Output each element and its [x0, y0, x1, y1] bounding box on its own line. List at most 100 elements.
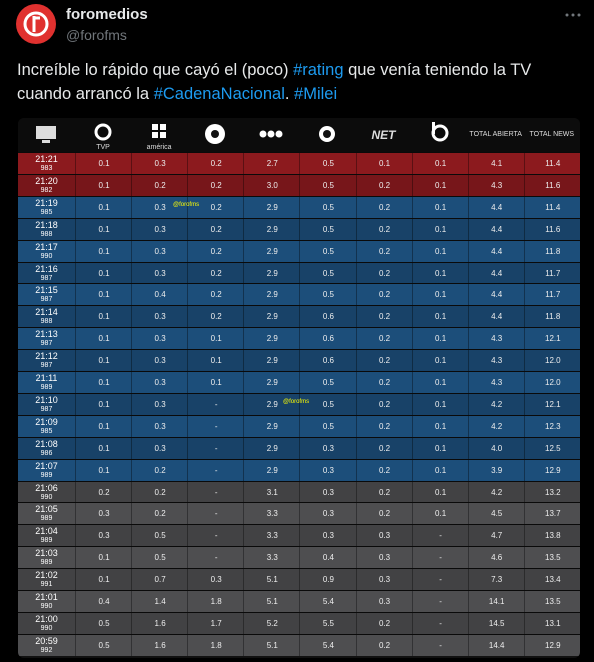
rating-cell: 0.1	[411, 306, 469, 328]
rating-cell: 0.2	[355, 503, 413, 525]
text-span: que venía teniendo la TV cuando arrancó …	[17, 61, 532, 103]
rating-cell: -	[411, 547, 469, 569]
viewers: 983	[40, 165, 53, 172]
table-row: 21:18 988 0.1 0.3 0.2 2.9 0.5 0.2 0.1 4.4 11.6	[18, 217, 580, 240]
rating-cell: 12.9	[523, 459, 580, 481]
rating-cell: 0.1	[75, 284, 132, 306]
time: 21:13	[35, 329, 58, 340]
hashtag[interactable]: #Milei	[294, 85, 338, 103]
rating-cell: 4.3	[467, 372, 525, 393]
rating-cell: -	[187, 393, 244, 415]
rating-cell: 0.1	[411, 174, 469, 196]
time: 21:07	[35, 460, 58, 471]
rating-cell: 0.5	[299, 372, 356, 393]
rating-cell: 4.3	[467, 174, 525, 196]
viewers: 989	[40, 515, 53, 523]
time-cell: 21:15 987	[18, 285, 75, 305]
rating-cell: 0.1	[75, 350, 132, 372]
time: 21:06	[35, 482, 58, 493]
rating-cell: 4.0	[467, 437, 525, 459]
rating-cell: 0.5	[299, 196, 356, 218]
avatar-logo	[23, 11, 49, 37]
time: 21:02	[35, 570, 58, 581]
rating-cell: 5.5	[299, 612, 356, 634]
rating-cell: 0.2	[355, 262, 413, 284]
rating-cell: 1.7	[187, 612, 244, 634]
rating-cell: 0.3	[131, 350, 188, 372]
hashtag[interactable]: #CadenaNacional	[153, 85, 285, 103]
rating-cell: 0.1	[411, 437, 469, 459]
time: 21:15	[35, 285, 58, 296]
viewers: 982	[40, 186, 53, 194]
rating-cell: 12.0	[523, 372, 580, 393]
time: 21:20	[35, 175, 58, 186]
time-cell: 21:01 990	[18, 592, 75, 612]
rating-cell: 0.3	[355, 591, 413, 612]
rating-cell: 0.1	[411, 459, 469, 481]
rating-cell: 13.5	[523, 547, 580, 569]
rating-cell: 13.5	[523, 591, 580, 612]
rating-cell: 0.3	[299, 503, 356, 525]
rating-cell: -	[411, 612, 469, 634]
rating-cell: 12.0	[523, 350, 580, 372]
rating-cell: 0.3	[299, 437, 356, 459]
rating-cell: 0.2	[355, 174, 413, 196]
rating-cell: 4.4	[467, 284, 525, 306]
rating-cell: 0.3	[131, 262, 188, 284]
rating-cell: 0.2	[355, 415, 413, 437]
rating-cell: 2.9	[243, 437, 300, 459]
table-row: 21:16 987 0.1 0.3 0.2 2.9 0.5 0.2 0.1 4.4 11.7	[18, 261, 580, 284]
rating-cell: 4.4	[467, 306, 525, 328]
viewers: 989	[40, 537, 53, 545]
time-cell: 21:13 987	[18, 329, 75, 349]
rating-cell: 0.6	[299, 328, 356, 350]
rating-cell: 0.2	[131, 459, 188, 481]
rating-cell: 11.8	[523, 240, 580, 262]
avatar[interactable]	[16, 4, 56, 44]
channel-logo	[431, 122, 449, 142]
table-row: 21:03 989 0.1 0.5-3.3 0.4 0.3-4.6 13.5	[18, 546, 580, 569]
rating-cell: -	[187, 503, 244, 525]
rating-cell: 0.1	[187, 372, 244, 393]
rating-cell: 13.1	[523, 612, 580, 634]
time: 21:00	[35, 613, 58, 624]
rating-cell: 0.1	[187, 328, 244, 350]
rating-cell: 1.8	[187, 634, 244, 656]
table-row: 21:00 990 0.5 1.6 1.7 5.2 5.5 0.2-14.5 13.1	[18, 611, 580, 634]
channel-logo	[259, 130, 283, 138]
column-label: américa	[146, 144, 172, 151]
rating-cell: 11.6	[523, 174, 580, 196]
rating-cell: 0.2	[355, 612, 413, 634]
table-row: 21:05 989 0.3 0.2-3.3 0.3 0.2 0.1 4.5 13.7	[18, 502, 580, 525]
rating-cell: 11.8	[523, 306, 580, 328]
time-cell: 21:07 989	[18, 461, 75, 481]
rating-cell: 12.1	[523, 328, 580, 350]
column-header: TOTAL NEWS	[524, 118, 580, 152]
rating-cell: 0.1	[411, 153, 469, 174]
rating-cell: 4.2	[467, 393, 525, 415]
rating-cell: 2.9	[243, 306, 300, 328]
display-name[interactable]: foromedios	[66, 6, 148, 23]
column-header	[299, 118, 355, 152]
channel-logo	[94, 123, 112, 141]
rating-cell: 0.3	[131, 393, 188, 415]
rating-cell: 0.2	[355, 218, 413, 240]
table-row: 21:07 989 0.1 0.2-2.9 0.3 0.2 0.1 3.9 12.9	[18, 458, 580, 481]
ratings-table: TVP américa NET TOTAL ABIERTA TOTAL NEWS 21:2…	[18, 118, 580, 658]
rating-cell: 0.2	[355, 372, 413, 393]
rating-cell: 0.5	[299, 218, 356, 240]
rating-cell: 0.2	[355, 481, 413, 503]
time: 21:14	[35, 307, 58, 318]
rating-cell: 0.1	[411, 372, 469, 393]
more-button[interactable]	[564, 10, 582, 20]
hashtag[interactable]: #rating	[293, 61, 344, 79]
handle[interactable]: @forofms	[66, 27, 127, 43]
table-row: 21:20 982 0.1 0.2 0.2 3.0 0.5 0.2 0.1 4.3 11.6	[18, 173, 580, 196]
rating-cell: 4.4	[467, 262, 525, 284]
rating-cell: 4.4	[467, 218, 525, 240]
column-header	[243, 118, 299, 152]
rating-cell: 0.5	[131, 547, 188, 569]
rating-cell: 13.4	[523, 569, 580, 591]
rating-cell: 0.5	[299, 153, 356, 174]
rating-cell: 11.6	[523, 218, 580, 240]
